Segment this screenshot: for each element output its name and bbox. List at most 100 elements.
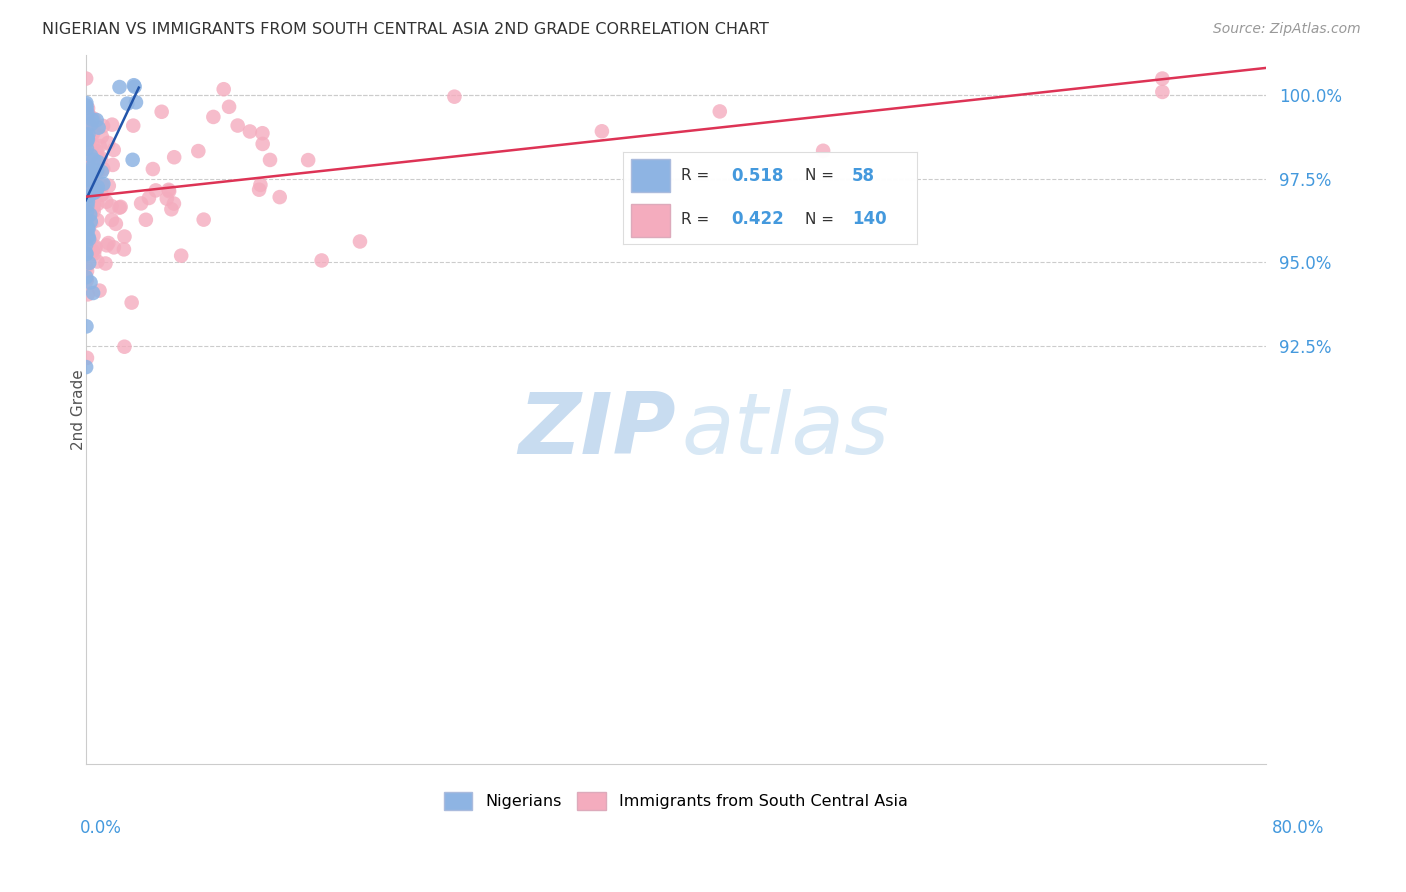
Point xyxy=(103,143,125,157)
Point xyxy=(75,167,97,181)
Point xyxy=(103,240,125,254)
Point xyxy=(218,100,240,114)
Point xyxy=(75,270,97,285)
Point xyxy=(75,184,97,198)
Point xyxy=(75,116,97,130)
Point xyxy=(75,260,97,275)
Point xyxy=(96,194,118,209)
Point xyxy=(75,247,97,261)
Point xyxy=(150,104,173,119)
Point xyxy=(80,202,103,216)
Point xyxy=(76,140,98,154)
Point xyxy=(252,136,274,151)
Point xyxy=(104,217,127,231)
Point xyxy=(79,161,101,176)
Point xyxy=(76,145,98,160)
Point xyxy=(83,246,105,260)
Point xyxy=(75,237,97,252)
Point xyxy=(77,165,100,179)
Point xyxy=(75,211,97,226)
Point xyxy=(77,163,100,178)
Point xyxy=(77,222,100,236)
Point xyxy=(77,183,100,197)
Point xyxy=(94,256,117,270)
Point xyxy=(83,204,105,219)
Point xyxy=(82,112,104,127)
Point xyxy=(100,199,122,213)
Point xyxy=(138,191,160,205)
Point xyxy=(212,82,235,96)
Point xyxy=(157,184,180,198)
Point xyxy=(122,78,145,93)
Point xyxy=(87,155,110,169)
Point xyxy=(77,132,100,146)
Point xyxy=(349,235,371,249)
Point xyxy=(75,214,97,228)
Text: NIGERIAN VS IMMIGRANTS FROM SOUTH CENTRAL ASIA 2ND GRADE CORRELATION CHART: NIGERIAN VS IMMIGRANTS FROM SOUTH CENTRA… xyxy=(42,22,769,37)
Point xyxy=(83,186,105,200)
Point xyxy=(76,171,98,186)
Point xyxy=(187,144,209,158)
Text: 0.0%: 0.0% xyxy=(80,819,122,837)
Point xyxy=(160,202,183,217)
Point xyxy=(80,189,103,203)
Point xyxy=(145,183,167,197)
Point xyxy=(163,196,186,211)
Text: ZIP: ZIP xyxy=(517,390,676,473)
Point xyxy=(86,144,108,158)
Point xyxy=(77,188,100,202)
Point xyxy=(86,183,108,197)
Point xyxy=(142,162,165,177)
Point xyxy=(87,120,110,135)
Point xyxy=(591,124,613,138)
Point xyxy=(135,212,157,227)
Point xyxy=(77,198,100,212)
Point xyxy=(125,95,148,110)
Text: 0.518: 0.518 xyxy=(731,167,783,185)
Point xyxy=(108,80,131,95)
Point xyxy=(259,153,281,167)
Point xyxy=(252,126,274,140)
Point xyxy=(709,104,731,119)
Point xyxy=(75,71,97,86)
Point xyxy=(311,253,333,268)
Point xyxy=(129,196,152,211)
Point xyxy=(83,124,105,138)
Text: R =: R = xyxy=(682,212,714,227)
Point xyxy=(76,166,98,180)
Point xyxy=(75,128,97,142)
Point xyxy=(76,155,98,169)
Point xyxy=(75,247,97,261)
Point xyxy=(297,153,319,167)
Point xyxy=(91,179,114,194)
Point xyxy=(75,149,97,163)
Point xyxy=(82,112,104,126)
Point xyxy=(156,192,179,206)
Point xyxy=(87,180,110,194)
Point xyxy=(76,136,98,150)
Point xyxy=(76,232,98,246)
Point xyxy=(76,273,98,287)
Point xyxy=(83,197,105,211)
Point xyxy=(76,101,98,115)
Point xyxy=(83,153,105,167)
Point xyxy=(84,185,107,199)
Point xyxy=(90,165,112,179)
Point xyxy=(84,241,107,255)
Point xyxy=(811,144,834,158)
Point xyxy=(82,127,104,141)
Point xyxy=(163,150,186,164)
Point xyxy=(75,319,97,334)
Point xyxy=(82,228,104,243)
Point xyxy=(89,284,111,298)
Point xyxy=(75,224,97,238)
Point xyxy=(83,180,105,194)
Point xyxy=(80,148,103,162)
Point xyxy=(77,164,100,178)
Point xyxy=(87,152,110,166)
Point xyxy=(114,229,136,244)
Point xyxy=(202,110,225,124)
Point xyxy=(112,243,135,257)
Point xyxy=(89,139,111,153)
Point xyxy=(75,246,97,260)
